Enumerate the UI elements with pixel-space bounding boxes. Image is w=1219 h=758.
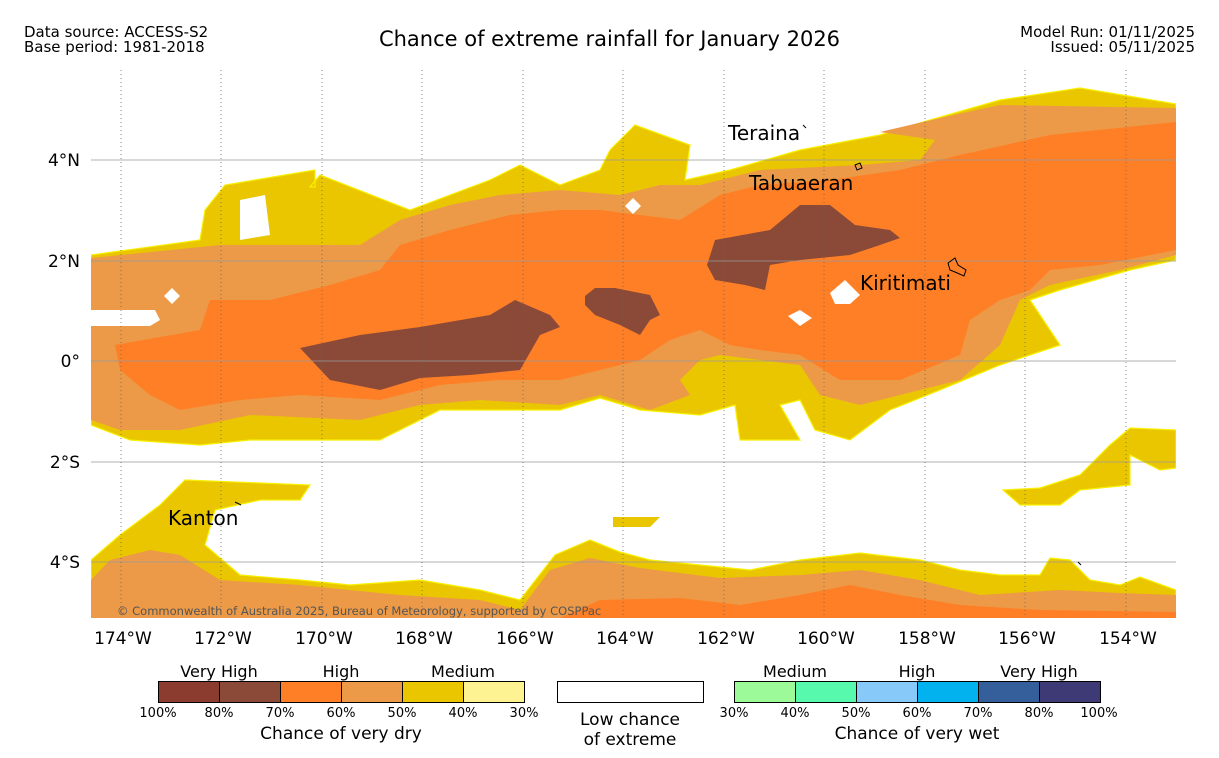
dry-pct-60: 60% [326,706,356,721]
south-east-dry-patch [1001,427,1176,506]
dry-swatch-30-40 [463,681,525,703]
dry-swatch-40-50 [402,681,464,703]
lat-label-0: 0° [61,352,80,372]
lon-label-166w: 166°W [496,629,554,649]
model-run-text: Model Run: 01/11/2025 [1020,23,1195,41]
wet-cat-high: High [898,662,936,681]
wet-pct-100: 100% [1080,706,1118,721]
wet-swatch-30-40 [734,681,796,703]
very-high-dry-region-east [707,205,900,290]
place-label-teraina: Teraina [727,121,800,145]
header-right: Model Run: 01/11/2025 Issued: 05/11/2025 [1020,25,1195,55]
dry-cat-high: High [322,662,360,681]
dry-swatch-60-70 [280,681,342,703]
teraina-island-outline [802,124,807,129]
wet-pct-30: 30% [719,706,749,721]
lon-label-160w: 160°W [797,629,855,649]
lon-label-158w: 158°W [898,629,956,649]
map-field [91,87,1176,618]
wet-cat-very-high: Very High [1000,662,1078,681]
low-chance-hole-4 [625,198,641,214]
low-chance-hole-5 [830,280,860,304]
wet-swatch-40-50 [795,681,857,703]
data-source-text: Data source: ACCESS-S2 [24,23,209,41]
low-chance-hole-2 [164,288,180,304]
kiritimati-island-outline [947,257,967,277]
dry-pct-80: 80% [204,706,234,721]
dry-cat-very-high: Very High [180,662,258,681]
lon-label-156w: 156°W [998,629,1056,649]
dry-swatch-50-60 [341,681,403,703]
dry-pct-40: 40% [448,706,478,721]
low-chance-line1: Low chance [580,710,680,730]
low-chance-line2: of extreme [583,730,677,750]
wet-pct-50: 50% [841,706,871,721]
lon-label-172w: 172°W [194,629,252,649]
lon-label-154w: 154°W [1099,629,1157,649]
lat-tick-labels: 4°N 2°N 0° 2°S 4°S [48,151,80,573]
low-chance-hole-3 [240,195,270,240]
lon-label-170w: 170°W [295,629,353,649]
map-title: Chance of extreme rainfall for January 2… [378,27,841,51]
very-high-dry-region-west [300,300,560,390]
rainfall-map: Teraina Tabuaeran Kiritimati Kanton © Co… [48,70,1176,649]
lat-label-2n: 2°N [48,252,80,272]
header-left: Data source: ACCESS-S2 Base period: 1981… [24,25,208,55]
lon-tick-labels: 174°W 172°W 170°W 168°W 166°W 164°W 162°… [94,629,1157,649]
dry-swatch-70-80 [219,681,281,703]
south-central-dry-patch [613,517,660,527]
wet-swatch-80-100 [1039,681,1101,703]
base-period-text: Base period: 1981-2018 [24,38,205,56]
low-chance-hole-6 [788,310,812,326]
lat-label-4n: 4°N [48,151,80,171]
place-label-kiritimati: Kiritimati [860,271,951,295]
wet-cat-medium: Medium [763,662,827,681]
small-island-outline [1077,561,1082,566]
kanton-island-outline [234,501,242,506]
issued-text: Issued: 05/11/2025 [1050,38,1195,56]
southern-dry-band-orange [560,585,1176,618]
gridlines [91,70,1176,618]
low-chance-swatch [557,681,704,703]
dry-caption: Chance of very dry [260,724,422,744]
lat-label-4s: 4°S [50,553,80,573]
lon-label-168w: 168°W [395,629,453,649]
lat-label-2s: 2°S [50,453,80,473]
dry-cat-medium: Medium [431,662,495,681]
dry-pct-30: 30% [509,706,539,721]
islands [234,124,1082,566]
wet-swatch-60-70 [917,681,979,703]
dry-pct-100: 100% [139,706,177,721]
lon-label-162w: 162°W [697,629,755,649]
wet-pct-80: 80% [1024,706,1054,721]
wet-caption: Chance of very wet [834,724,1000,744]
wet-pct-70: 70% [963,706,993,721]
dry-swatch-80-100 [158,681,220,703]
dry-pct-50: 50% [387,706,417,721]
very-high-dry-region-central [585,288,660,335]
wet-pct-40: 40% [780,706,810,721]
copyright-text: © Commonwealth of Australia 2025, Bureau… [117,604,601,618]
place-label-tabuaeran: Tabuaeran [748,171,853,195]
wet-swatch-50-60 [856,681,918,703]
wet-pct-60: 60% [902,706,932,721]
tabuaeran-island-outline [854,162,863,171]
low-chance-hole-1 [91,310,160,326]
dry-pct-70: 70% [265,706,295,721]
lon-label-174w: 174°W [94,629,152,649]
place-label-kanton: Kanton [168,506,238,530]
lon-label-164w: 164°W [596,629,654,649]
wet-swatch-70-80 [978,681,1040,703]
